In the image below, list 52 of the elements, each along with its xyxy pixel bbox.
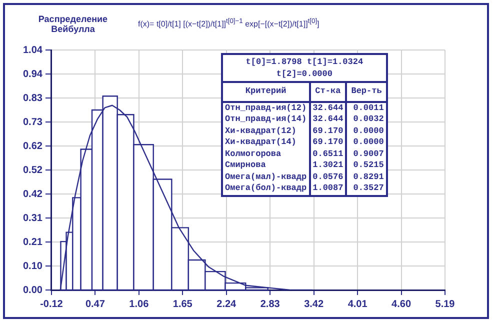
annotation: Критерий [223,83,310,102]
annotation: 0.0011 [346,102,386,114]
chart-title: Распределение Вейбулла [37,14,109,34]
annotation: Колмогорова [224,148,282,160]
annotation: 0.6511 [310,148,346,160]
annotation: 1.3021 [310,160,346,172]
annotation: 0.9007 [346,148,386,160]
annotation: Отн_правд-ия(12) [224,102,308,114]
x-tick-label: 4.01 [348,298,368,310]
y-tick-label: 0.42 [22,188,43,200]
annotation: Ст-ка [310,83,346,102]
annotation: Смирнова [224,160,267,172]
x-tick-label: 0.47 [85,298,106,310]
annotation: 0.3527 [346,183,386,194]
y-tick-label: 0.73 [22,116,43,128]
annotation: Отн_правд-ия(14) [224,114,308,126]
annotation: 1.0087 [310,183,346,194]
x-tick-label: 2.83 [260,298,280,310]
annotation: 0.5215 [346,160,386,172]
x-tick-label: -0.12 [40,298,64,310]
annotation: 0.0000 [346,137,386,148]
y-tick-label: 0.21 [22,236,43,248]
y-tick-label: 1.04 [22,44,43,56]
annotation: Вер-ть [346,83,386,102]
annotation: 69.170 [310,126,346,137]
annotation: 0.0032 [346,114,386,126]
annotation: 69.170 [310,137,346,148]
y-tick-label: 0.94 [22,68,43,80]
y-tick-label: 0.00 [22,284,43,296]
x-tick-label: 2.24 [216,298,237,310]
annotation: 32.644 [310,102,346,114]
annotation: 0.0000 [346,126,386,137]
y-tick-label: 0.31 [22,212,43,224]
text: f(x)= t[0]/t[1] [(x−t[2])/t[1]]$^{t[0]−1}$ exp[−[(x−t[2])/t[1]]$^{t[0]}$] [138,18,320,29]
annotation: Омега(мал)-квадр [224,172,308,183]
y-tick-label: 0.52 [22,164,43,176]
annotation: Хи-квадрат(14) [224,137,298,148]
annotation: t[2]=0.0000 [276,69,332,79]
x-tick-label: 1.65 [172,298,193,310]
annotation: 0.8291 [346,172,386,183]
y-tick-label: 0.62 [22,140,43,152]
x-tick-label: 1.06 [129,298,150,310]
x-tick-label: 5.19 [435,298,456,310]
x-tick-label: 4.60 [392,298,412,310]
annotation: Омега(бол)-квадр [224,183,308,194]
annotation: 0.0576 [310,172,346,183]
annotation: Хи-квадрат(12) [224,126,298,137]
y-tick-label: 0.10 [22,260,43,272]
annotation: 32.644 [310,114,346,126]
x-tick-label: 3.42 [304,298,324,310]
y-tick-label: 0.83 [22,92,43,104]
annotation: t[0]=1.8798 t[1]=1.0324 [246,57,364,67]
